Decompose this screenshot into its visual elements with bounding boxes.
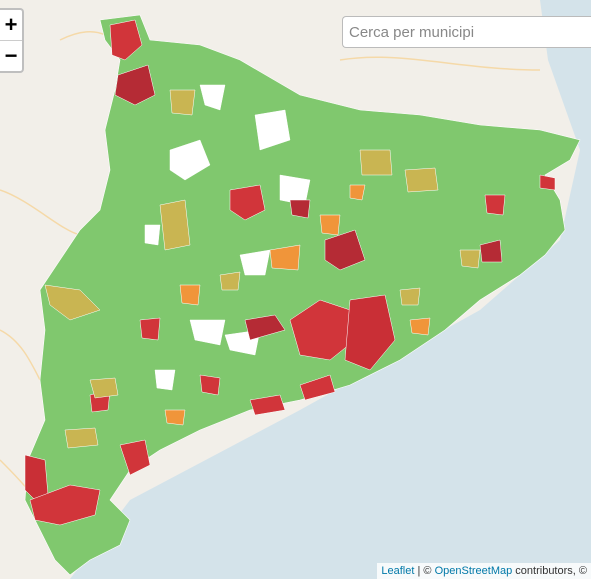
attribution: Leaflet | © OpenStreetMap contributors, …: [377, 563, 591, 579]
municipality-patches: [24, 19, 556, 526]
search-input[interactable]: [342, 16, 591, 48]
zoom-in-button[interactable]: +: [4, 12, 18, 37]
zoom-out-button[interactable]: −: [0, 40, 22, 71]
leaflet-link[interactable]: Leaflet: [381, 565, 415, 577]
zoom-control: + −: [0, 8, 24, 73]
attribution-separator: | ©: [417, 565, 432, 577]
sea: [70, 0, 591, 579]
osm-link[interactable]: OpenStreetMap: [434, 565, 513, 577]
region-outline: [24, 14, 581, 576]
attribution-suffix: contributors, ©: [515, 565, 587, 577]
